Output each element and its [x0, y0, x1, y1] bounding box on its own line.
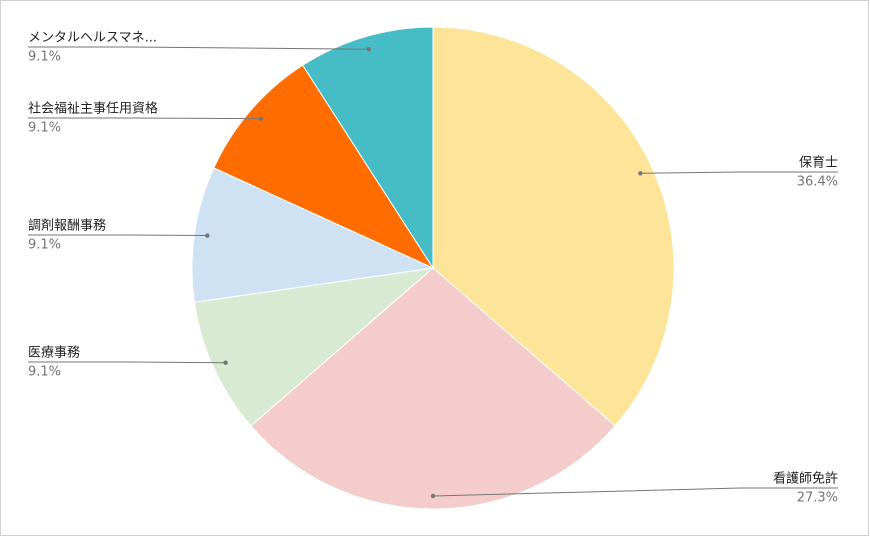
- leader-line: [432, 487, 838, 497]
- leader-dot: [366, 47, 371, 52]
- leader-line: [28, 46, 369, 50]
- slice-label: 医療事務: [28, 346, 80, 361]
- leader-dot: [223, 360, 228, 365]
- leader-dot: [430, 493, 436, 499]
- slice-value-label: 9.1%: [28, 365, 61, 380]
- slice-value-label: 27.3%: [797, 491, 838, 506]
- pie-slice: [213, 64, 435, 270]
- slice-value-label: 9.1%: [28, 50, 61, 65]
- leader-line: [28, 361, 226, 364]
- leader-dot: [638, 171, 643, 176]
- pie-slice: [302, 26, 434, 270]
- pie-slice: [250, 267, 616, 510]
- leader-line: [28, 117, 261, 120]
- leader-dot: [258, 116, 263, 121]
- slice-label: 保育士: [799, 155, 838, 171]
- leader-dot: [205, 233, 210, 238]
- pie-slice: [432, 26, 675, 427]
- pie-slice: [193, 267, 435, 427]
- slice-label: 看護師免許: [773, 471, 838, 487]
- slice-value-label: 9.1%: [28, 121, 61, 136]
- slice-value-label: 36.4%: [797, 175, 838, 190]
- slice-label: メンタルヘルスマネ...: [28, 31, 157, 46]
- leader-line: [640, 171, 838, 174]
- slice-label: 社会福祉主事任用資格: [28, 101, 158, 117]
- slice-value-label: 9.1%: [28, 238, 61, 253]
- slice-label: 調剤報酬事務: [28, 218, 106, 234]
- pie-slice: [191, 167, 435, 303]
- leader-line: [28, 234, 208, 237]
